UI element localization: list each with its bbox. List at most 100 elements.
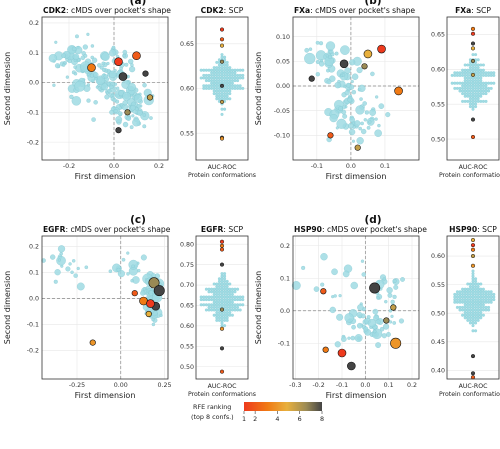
scp-point	[479, 89, 483, 93]
conformation-point	[361, 128, 367, 135]
scp-point	[474, 79, 478, 83]
panel-a: (a)CDK2: cMDS over pocket's shape-0.2 0.0…	[3, 0, 256, 181]
scp-point	[468, 298, 472, 302]
scp-tick-label: 0.70	[180, 282, 194, 289]
y-tick-label: 0.0	[29, 80, 39, 87]
conformation-point	[367, 318, 377, 328]
conformation-point	[344, 67, 351, 74]
conformation-point	[107, 88, 112, 94]
conformation-point	[363, 118, 368, 122]
scp-point	[471, 313, 475, 317]
scp-point	[466, 287, 470, 291]
scp-point	[228, 295, 232, 299]
conformation-point	[358, 84, 366, 92]
scp-point	[489, 290, 493, 294]
scp-point	[479, 292, 483, 296]
conformation-point	[111, 45, 116, 50]
conformation-point	[102, 67, 107, 72]
scp-point	[463, 79, 467, 83]
scp-point	[225, 68, 229, 72]
y-axis-label-c: Second dimension	[3, 271, 12, 344]
scp-point	[487, 292, 491, 296]
scp-point	[458, 305, 462, 309]
scp-swarm-a	[199, 53, 245, 116]
scp-point	[463, 316, 467, 320]
scp-point	[212, 92, 216, 96]
conformation-point	[389, 320, 393, 324]
ranked-point	[146, 94, 154, 101]
scp-point	[471, 269, 475, 273]
scp-point	[474, 298, 478, 302]
scp-point	[217, 89, 221, 93]
conformation-point	[129, 66, 136, 73]
scp-point	[474, 305, 478, 309]
scp-tick-label: 0.45	[431, 339, 445, 346]
scp-tick-label: 0.65	[431, 32, 445, 39]
conformation-point	[126, 116, 132, 121]
scp-point	[220, 277, 224, 281]
conformation-point	[386, 287, 393, 294]
conformation-point	[361, 272, 366, 277]
scp-point	[484, 81, 488, 85]
x-tick-label: -0.2	[63, 163, 75, 170]
scp-point	[212, 79, 216, 83]
scp-point	[220, 272, 224, 276]
scp-point	[471, 311, 475, 315]
scp-point	[481, 298, 485, 302]
scp-point	[489, 81, 493, 85]
scp-point	[223, 295, 227, 299]
scp-point	[230, 305, 234, 309]
scp-point	[466, 86, 470, 90]
scp-point	[468, 290, 472, 294]
scp-point	[230, 308, 234, 312]
scp-tick-label: 0.55	[431, 101, 445, 108]
conformation-point	[54, 269, 61, 276]
ranked-point	[337, 348, 347, 358]
conformation-point	[398, 318, 404, 324]
scp-point	[476, 285, 480, 289]
conformation-point	[383, 323, 390, 330]
scp-point	[220, 79, 224, 83]
scp-point	[212, 73, 216, 77]
scp-point	[225, 305, 229, 309]
conformation-point	[356, 312, 363, 318]
scp-point	[479, 92, 483, 96]
cmds-title-a: CDK2: cMDS over pocket's shape	[43, 6, 171, 15]
scp-point	[461, 287, 465, 291]
scp-point	[223, 316, 227, 320]
conformation-point	[136, 110, 143, 116]
scp-point	[468, 295, 472, 299]
scp-point	[202, 84, 206, 88]
scp-point	[217, 76, 221, 80]
conformation-point	[57, 258, 61, 262]
conformation-point	[142, 82, 147, 88]
conformation-point	[336, 313, 344, 321]
scp-point	[207, 68, 211, 72]
scp-point	[463, 295, 467, 299]
scp-point	[228, 287, 232, 291]
ranked-point	[390, 304, 397, 311]
panel-letter-b: (b)	[364, 0, 381, 7]
conformation-point	[61, 63, 66, 67]
scp-point	[463, 63, 467, 67]
scp-tick-label: 0.55	[431, 282, 445, 289]
scp-point	[210, 305, 214, 309]
scp-point	[233, 76, 237, 80]
scp-point	[458, 73, 462, 77]
scp-point	[212, 290, 216, 294]
scp-point	[471, 295, 475, 299]
panel-c: (c)EGFR: cMDS over pocket's shape-0.25 0.…	[3, 214, 256, 400]
scp-point	[461, 81, 465, 85]
scp-point	[487, 81, 491, 85]
scp-point	[463, 99, 467, 103]
scp-point	[466, 292, 470, 296]
scp-point	[476, 313, 480, 317]
scp-point	[223, 285, 227, 289]
scp-point	[476, 318, 480, 322]
scp-point	[223, 71, 227, 75]
scp-point	[204, 308, 208, 312]
x-tick-label: 0.2	[407, 382, 417, 389]
scp-point	[466, 303, 470, 307]
panel-d: (d)HSP90: cMDS over pocket's shape-0.3 -0…	[254, 214, 500, 400]
scp-ranked-point	[219, 59, 225, 64]
